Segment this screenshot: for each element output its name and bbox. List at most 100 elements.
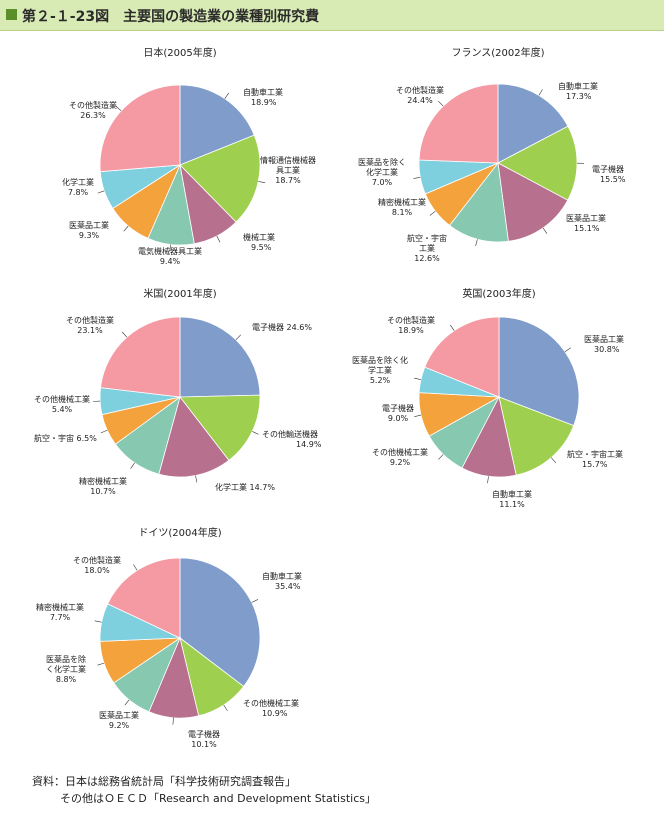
leader-line (438, 454, 444, 460)
pie-slice-label: 機械工業 (243, 232, 275, 242)
leader-line (133, 564, 138, 571)
pie-slice-value: 18.9% (251, 98, 277, 107)
pie-slice (99, 84, 181, 173)
pie-slice-label: 航空・宇宙工業 (567, 449, 623, 459)
pie-slice (179, 557, 261, 688)
pie-slice-label: その他製造業 (69, 100, 117, 110)
pie-slice-value: 5.2% (370, 376, 391, 385)
pie-slice-value: 15.5% (600, 175, 626, 184)
leader-line (94, 620, 102, 623)
pie-slice-value: 26.3% (80, 111, 106, 120)
pie-slice-label: 電子機器 (188, 729, 220, 739)
leader-line (450, 324, 455, 331)
leader-line (413, 177, 421, 179)
pie-slice-value: 8.1% (392, 208, 413, 217)
pie-slice-label: 医薬品を除く化学工業 (46, 654, 86, 674)
pie-slice-label: その他機械工業 (243, 698, 299, 708)
leader-line (251, 599, 259, 603)
pie-slice (179, 84, 255, 166)
pie-slice-value: 5.4% (52, 405, 73, 414)
leader-line (195, 475, 198, 483)
pie-slice-value: 30.8% (594, 345, 620, 354)
leader-line (123, 225, 129, 232)
title-bar: 第２-１-23図 主要国の製造業の業種別研究費 (0, 0, 664, 31)
pie-slice-value: 10.7% (90, 487, 116, 496)
figure-title: 第２-１-23図 主要国の製造業の業種別研究費 (22, 9, 320, 25)
pie-slice-value: 14.9% (296, 440, 322, 449)
pie-chart-title: 米国(2001年度) (143, 287, 216, 300)
pie-slice-value: 10.9% (262, 709, 288, 718)
pie-slice-value: 10.1% (191, 740, 217, 749)
pie-slice-label: その他製造業 (73, 555, 121, 565)
leader-line (223, 704, 228, 712)
leader-line (130, 462, 135, 469)
pie-slice (498, 316, 580, 427)
pie-chart-title: 日本(2005年度) (143, 46, 216, 59)
pie-slice-label: 化学工業 14.7% (215, 482, 275, 492)
source-note-line1: 資料：日本は総務省統計局「科学技術研究調査報告」 (32, 775, 296, 788)
pie-slice-value: 18.0% (84, 566, 110, 575)
pie-slice-value: 7.8% (68, 188, 89, 197)
leader-line (121, 331, 128, 338)
pie-slice-label: 精密機械工業 (36, 602, 84, 612)
pie-slice-value: 24.4% (407, 96, 433, 105)
pie-slice-label: 化学工業 (62, 177, 94, 187)
pie-slice (497, 125, 578, 201)
pie-slice-value: 9.2% (109, 721, 130, 730)
pie-slice-label: 医薬品工業 (566, 213, 606, 223)
pie-slice-value: 12.6% (414, 254, 440, 263)
title-marker-icon (6, 9, 17, 20)
leader-line (538, 89, 543, 96)
pie-slice-value: 11.1% (499, 500, 525, 509)
pie-slice (179, 316, 261, 398)
leader-line (542, 227, 548, 234)
pie-slice-label: 航空・宇宙 6.5% (34, 433, 97, 443)
leader-line (216, 235, 221, 243)
leader-line (414, 414, 422, 417)
pie-slice (498, 396, 575, 476)
pie-slice-value: 35.4% (275, 582, 301, 591)
pie-slice (179, 134, 261, 223)
pie-slice-label: 精密機械工業 (378, 197, 426, 207)
leader-line (475, 239, 478, 247)
pie-slice-label: 電子機器 (592, 164, 624, 174)
pie-slice-label: 電子機器 (382, 403, 414, 413)
pie-slice-value: 15.1% (574, 224, 600, 233)
pie-slice-label: 情報通信機械器具工業 (260, 155, 316, 175)
source-note-line2: その他はＯＥＣＤ「Research and Development Statis… (60, 792, 376, 805)
pie-slice (107, 557, 181, 639)
leader-line (172, 717, 174, 725)
pie-slice-label: 自動車工業 (492, 489, 532, 499)
pie-slice-value: 18.9% (398, 326, 424, 335)
pie-slice-value: 18.7% (275, 176, 301, 185)
leader-line (97, 662, 105, 666)
pie-slice-label: その他製造業 (66, 315, 114, 325)
pie-slice-value: 9.2% (390, 458, 411, 467)
pie-slice-label: 電気機械器具工業 (138, 246, 202, 256)
pie-slice-label: 医薬品を除く化学工業 (352, 355, 408, 375)
pie-slice-label: 医薬品を除く化学工業 (358, 157, 406, 177)
leader-line (252, 431, 259, 435)
pie-slice-label: 精密機械工業 (79, 476, 127, 486)
pie-slice-value: 8.8% (56, 675, 77, 684)
pie-chart-title: 英国(2003年度) (462, 287, 535, 300)
pie-slice (424, 316, 500, 398)
leader-line (224, 92, 229, 99)
leader-line (115, 105, 122, 112)
pie-slice-label: 電子機器 24.6% (252, 322, 312, 332)
pie-slice-value: 15.7% (582, 460, 608, 469)
pie-slice-label: 自動車工業 (558, 81, 598, 91)
pie-slice-label: 自動車工業 (243, 87, 283, 97)
leader-line (487, 476, 489, 484)
pie-slice-value: 9.5% (251, 243, 272, 252)
pie-slice-label: 航空・宇宙工業 (407, 233, 447, 253)
leader-line (100, 429, 108, 434)
pie-slice (449, 161, 509, 243)
pie-slice (158, 396, 230, 478)
pie-slice-value: 23.1% (77, 326, 103, 335)
leader-line (235, 334, 242, 341)
